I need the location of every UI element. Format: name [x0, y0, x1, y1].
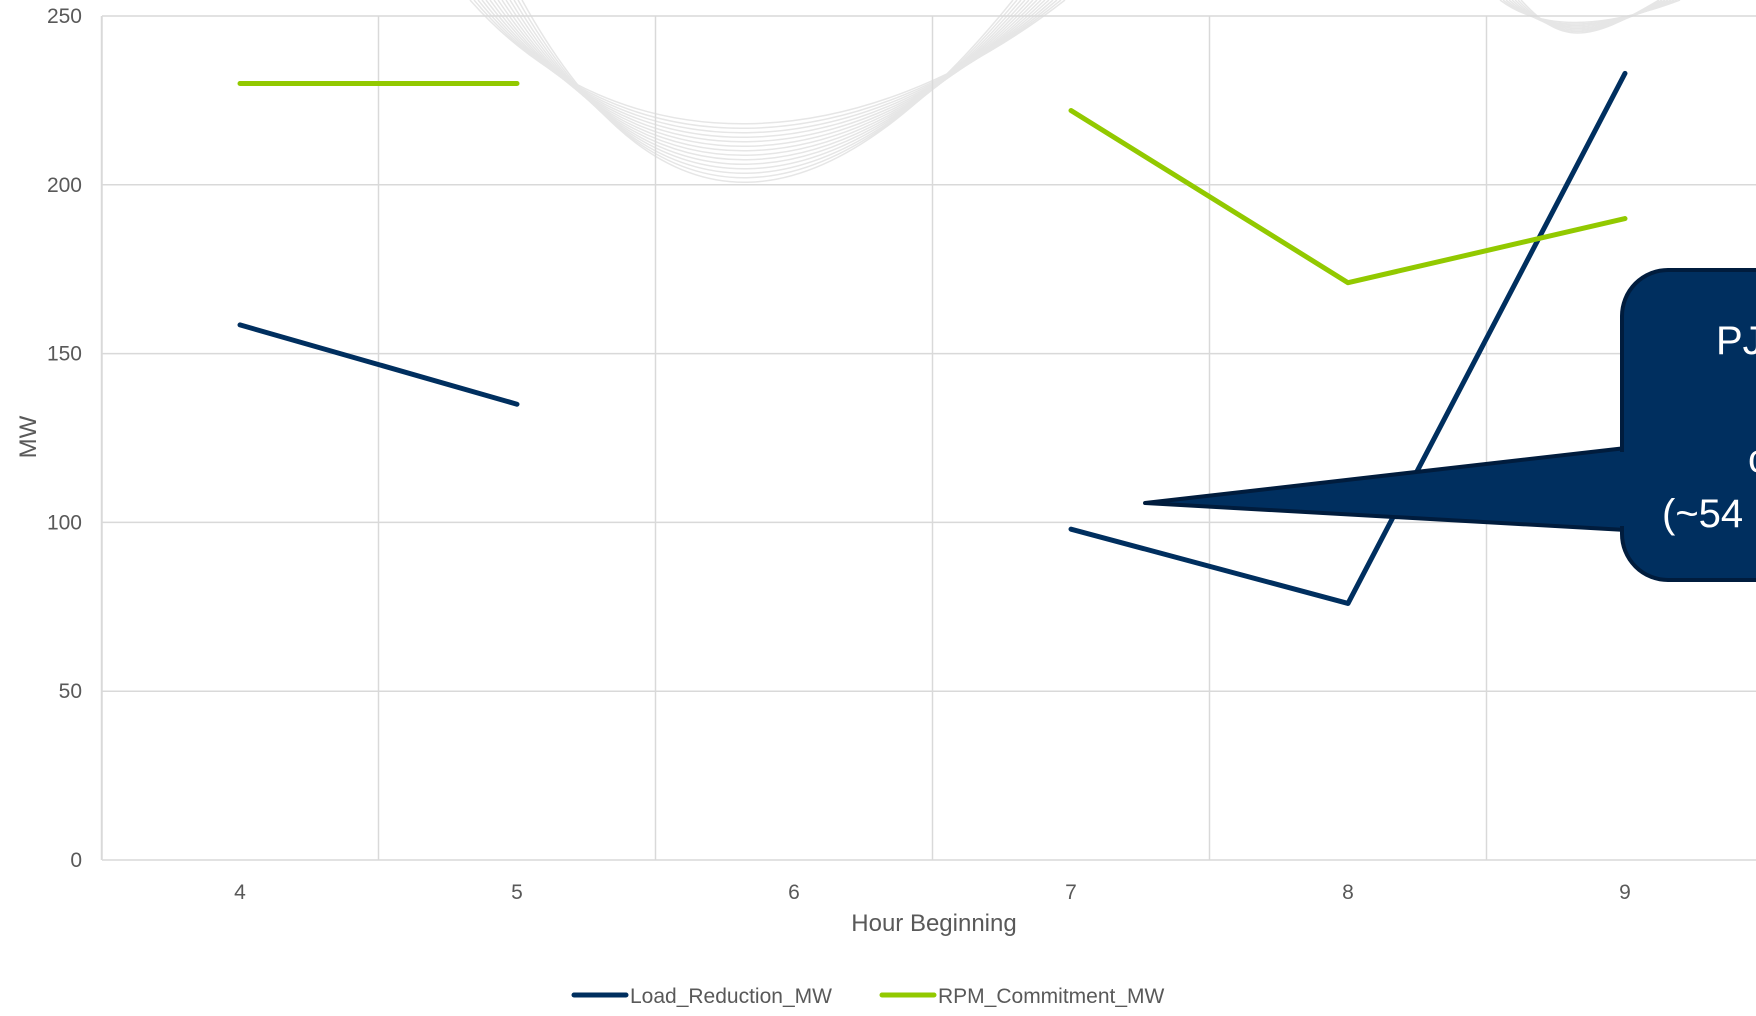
chart-series — [237, 70, 1628, 606]
y-tick-label: 0 — [70, 849, 82, 872]
legend-label: Load_Reduction_MW — [630, 985, 832, 1008]
x-axis-ticks: 4 5 6 7 8 9 — [234, 881, 1631, 904]
callout-text-line: PJ — [1716, 319, 1756, 363]
y-tick-label: 50 — [59, 680, 82, 703]
y-axis-ticks: 0 50 100 150 200 250 — [47, 5, 82, 872]
y-tick-label: 150 — [47, 343, 82, 366]
watermark-arc — [1520, 0, 1660, 34]
callout-pointer — [1143, 446, 1628, 532]
watermark-arc — [521, 0, 1014, 183]
watermark-arc — [485, 0, 1050, 143]
y-axis-title: MW — [15, 415, 42, 458]
watermark-arc — [481, 0, 1054, 138]
series-line-load-reduction-mw — [237, 322, 520, 407]
x-tick-label: 6 — [788, 881, 800, 904]
background-watermark — [469, 0, 1681, 183]
x-tick-label: 8 — [1342, 881, 1354, 904]
x-tick-label: 9 — [1619, 881, 1631, 904]
series-line-load-reduction-mw — [1068, 70, 1628, 606]
x-tick-label: 4 — [234, 881, 246, 904]
watermark-arc — [469, 0, 1066, 125]
chart-grid — [100, 15, 1756, 861]
watermark-arc — [509, 0, 1026, 170]
watermark-arc — [517, 0, 1018, 179]
watermark-arc — [477, 0, 1058, 134]
callout-annotation: PJ c(~54 — [1143, 268, 1756, 582]
series-line-rpm-commitment-mw — [1068, 108, 1628, 286]
legend: Load_Reduction_MW RPM_Commitment_MW — [571, 985, 1165, 1008]
callout-box — [1620, 268, 1756, 582]
x-tick-label: 7 — [1065, 881, 1077, 904]
watermark-arc — [489, 0, 1046, 147]
y-tick-label: 200 — [47, 174, 82, 197]
legend-label: RPM_Commitment_MW — [938, 985, 1165, 1008]
callout-text-line: (~54 — [1662, 492, 1743, 536]
x-axis-title: Hour Beginning — [851, 910, 1016, 937]
callout-text-line: c — [1748, 437, 1756, 481]
callout-seam — [1620, 452, 1632, 526]
watermark-arc — [505, 0, 1030, 165]
watermark-arc — [513, 0, 1022, 174]
y-tick-label: 100 — [47, 511, 82, 534]
y-tick-label: 250 — [47, 5, 82, 28]
x-tick-label: 5 — [511, 881, 523, 904]
